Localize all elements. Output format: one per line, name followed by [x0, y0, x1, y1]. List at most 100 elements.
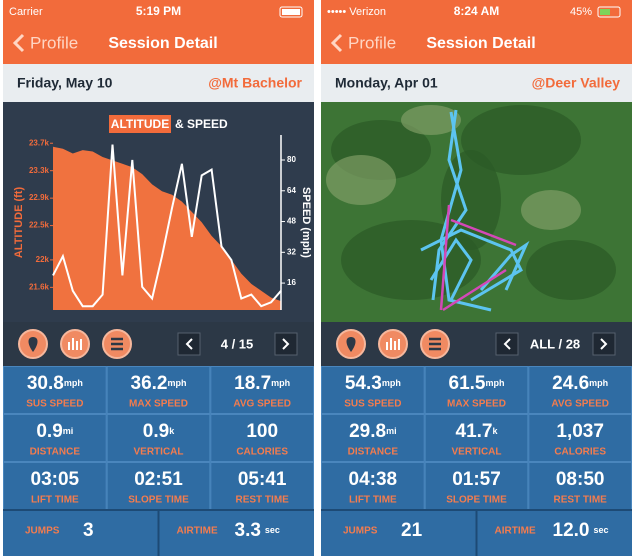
battery-fill: [282, 9, 300, 15]
stat-value: 41.7k: [456, 421, 499, 442]
next-button[interactable]: [274, 332, 298, 356]
stat-cell: [210, 366, 314, 414]
back-chevron[interactable]: [330, 33, 343, 53]
y-axis-label: ALTITUDE (ft): [13, 187, 25, 259]
airtime-label: AIRTIME: [495, 526, 536, 537]
nav-bar: [321, 22, 632, 64]
stat-number: 29.8: [349, 421, 386, 442]
stat-number: 01:57: [452, 469, 501, 490]
stat-label: CALORIES: [236, 447, 288, 458]
y2-tick-label: 16: [287, 278, 296, 287]
stat-number: 24.6: [552, 373, 589, 394]
carrier: ••••• Verizon: [327, 6, 386, 18]
prev-button[interactable]: [495, 332, 519, 356]
list-icon: [111, 337, 123, 351]
clock: 5:19 PM: [136, 4, 181, 18]
stat-label: AVG SPEED: [551, 399, 609, 410]
stat-label: SUS SPEED: [26, 399, 83, 410]
stat-value: 18.7mph: [234, 373, 290, 394]
pager: 4 / 15: [221, 336, 254, 351]
stat-unit: mi: [63, 426, 74, 436]
stat-label: SUS SPEED: [344, 399, 401, 410]
next-button[interactable]: [592, 332, 616, 356]
stat-value: 24.6mph: [552, 373, 608, 394]
stat-number: 54.3: [345, 373, 382, 394]
stat-cell: [321, 414, 425, 462]
battery-level: 45%: [570, 6, 592, 18]
stat-label: LIFT TIME: [31, 495, 79, 506]
pin-icon: [28, 337, 38, 352]
lift-line: [439, 204, 451, 311]
chart-button[interactable]: [60, 329, 90, 359]
list-icon: [429, 337, 441, 351]
toolbar: [321, 322, 632, 366]
status-bar: [321, 0, 632, 22]
nav-bar: [3, 22, 314, 64]
airtime-number: 3.3: [235, 520, 261, 541]
prev-button[interactable]: [177, 332, 201, 356]
stat-number: 18.7: [234, 373, 271, 394]
back-chevron[interactable]: [12, 33, 25, 53]
jumps-value: 3: [83, 520, 94, 541]
stat-number: 1,037: [556, 421, 604, 442]
back-button[interactable]: Profile: [30, 33, 78, 52]
nav-title: Session Detail: [108, 35, 217, 52]
stat-cell: [106, 414, 211, 462]
speed-line: [52, 144, 282, 308]
stat-value: 01:57: [452, 469, 501, 490]
stat-cell: [3, 366, 107, 414]
map-clearing: [521, 190, 581, 230]
stat-cell: [3, 414, 107, 462]
ski-run: [431, 109, 468, 301]
stat-cell: [528, 366, 632, 414]
stat-value: 08:50: [556, 469, 605, 490]
stat-unit: mph: [64, 378, 83, 388]
stat-value: 30.8mph: [27, 373, 83, 394]
map-terrain: [526, 240, 616, 300]
stat-value: 04:38: [349, 469, 398, 490]
status-bar: [3, 0, 314, 22]
pager: ALL / 28: [530, 336, 580, 351]
ski-run: [429, 237, 473, 301]
chart-button[interactable]: [378, 329, 408, 359]
back-button[interactable]: Profile: [348, 33, 396, 52]
stat-value: 03:05: [31, 469, 80, 490]
stat-cell: [210, 414, 314, 462]
stat-label: MAX SPEED: [447, 399, 506, 410]
stat-value: 100: [246, 421, 278, 442]
battery-fill: [600, 9, 610, 15]
y-tick-label: 21.6k: [29, 282, 50, 291]
stat-number: 61.5: [449, 373, 486, 394]
stat-label: SLOPE TIME: [446, 495, 507, 506]
stat-unit: mph: [167, 378, 186, 388]
stat-unit: k: [492, 426, 498, 436]
y2-tick-label: 48: [287, 217, 296, 226]
stat-cell: [321, 366, 425, 414]
airtime-unit: sec: [265, 525, 280, 535]
date-bar: [321, 64, 632, 102]
stat-value: 36.2mph: [131, 373, 187, 394]
stat-cell: [106, 366, 211, 414]
stat-value: 02:51: [134, 469, 183, 490]
prev-chevron: [503, 338, 511, 350]
date-bar: [3, 64, 314, 102]
stat-cell: [528, 414, 632, 462]
stat-label: MAX SPEED: [129, 399, 188, 410]
stat-value: 05:41: [238, 469, 287, 490]
stat-label: REST TIME: [553, 495, 607, 506]
stat-label: AVG SPEED: [233, 399, 291, 410]
stat-cell: [424, 366, 529, 414]
stat-label: REST TIME: [235, 495, 289, 506]
stat-number: 05:41: [238, 469, 287, 490]
pin-icon: [346, 337, 356, 352]
airtime-number: 12.0: [553, 520, 590, 541]
map-clearing: [401, 105, 461, 135]
airtime-value: 12.0 sec: [553, 520, 609, 541]
session-date: Monday, Apr 01: [335, 75, 438, 91]
map-clearing: [326, 155, 396, 205]
session-location: @Mt Bachelor: [208, 75, 302, 91]
airtime-unit: sec: [593, 525, 608, 535]
stat-unit: mph: [589, 378, 608, 388]
stat-unit: mph: [485, 378, 504, 388]
battery-icon: [279, 6, 303, 18]
